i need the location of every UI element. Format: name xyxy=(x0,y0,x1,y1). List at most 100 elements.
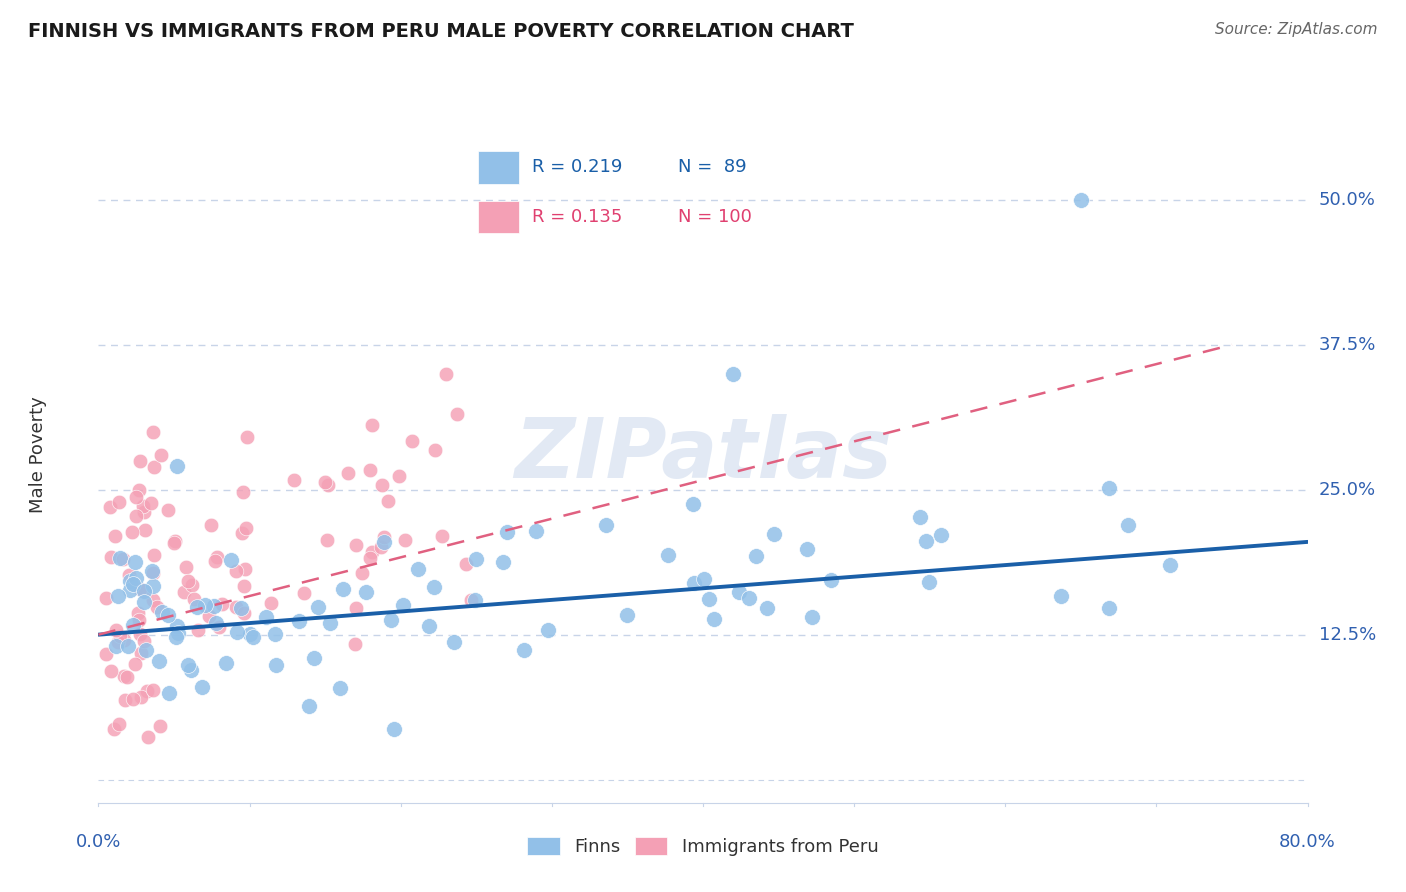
Point xyxy=(104,639,127,653)
Point xyxy=(205,615,228,630)
Point xyxy=(142,566,165,580)
Point xyxy=(232,606,254,620)
Point xyxy=(308,600,330,615)
Point xyxy=(124,556,146,570)
Point xyxy=(915,533,938,548)
Point xyxy=(264,658,287,673)
Point xyxy=(682,576,704,591)
Point xyxy=(108,550,131,565)
Point xyxy=(796,541,818,556)
Point xyxy=(354,585,377,599)
Point xyxy=(298,699,321,714)
Point xyxy=(361,417,384,432)
Point xyxy=(146,600,169,615)
Point xyxy=(443,635,465,649)
Point xyxy=(112,552,135,566)
Point xyxy=(177,657,200,672)
Point xyxy=(125,508,148,523)
Point xyxy=(107,634,129,648)
Text: 50.0%: 50.0% xyxy=(1319,191,1375,209)
Text: N = 100: N = 100 xyxy=(678,208,752,226)
FancyBboxPatch shape xyxy=(478,152,519,184)
Point xyxy=(1070,193,1092,207)
Point xyxy=(166,619,188,633)
Point xyxy=(727,584,749,599)
Point xyxy=(132,584,155,599)
Point xyxy=(703,612,725,626)
Point xyxy=(186,599,208,614)
Point xyxy=(211,597,233,611)
Point xyxy=(100,664,122,678)
Point xyxy=(595,518,617,533)
Point xyxy=(373,534,395,549)
Point xyxy=(103,529,125,543)
Point xyxy=(121,577,143,591)
Point xyxy=(129,627,152,641)
Point xyxy=(343,638,366,652)
Point xyxy=(302,651,325,665)
Point xyxy=(377,494,399,508)
Point xyxy=(1050,589,1073,603)
Point xyxy=(682,497,704,511)
Point xyxy=(142,548,165,562)
Point xyxy=(762,527,785,541)
Point xyxy=(202,599,225,614)
Point xyxy=(616,607,638,622)
Point xyxy=(756,601,779,615)
Point xyxy=(108,629,131,643)
Point xyxy=(235,430,257,444)
Point xyxy=(512,642,534,657)
Point xyxy=(114,693,136,707)
Point xyxy=(207,550,229,565)
Point xyxy=(142,425,165,439)
Point xyxy=(173,585,195,599)
Point xyxy=(131,499,153,513)
Point xyxy=(129,646,152,660)
Point xyxy=(1159,558,1181,572)
Point xyxy=(180,663,202,677)
Point xyxy=(263,626,285,640)
Point xyxy=(394,533,416,547)
Point xyxy=(288,614,311,628)
Point xyxy=(1116,518,1139,533)
Point xyxy=(190,680,212,694)
Point xyxy=(430,529,453,543)
Point xyxy=(142,683,165,698)
Text: 12.5%: 12.5% xyxy=(1319,625,1376,644)
Point xyxy=(371,478,394,492)
Point xyxy=(136,730,159,744)
Point xyxy=(96,647,118,661)
Point xyxy=(524,524,547,538)
Point xyxy=(460,593,482,607)
Point xyxy=(103,722,125,736)
Point xyxy=(373,530,395,544)
Point xyxy=(125,571,148,585)
Point xyxy=(359,463,381,477)
Point xyxy=(328,681,350,695)
Point xyxy=(388,469,411,483)
Point xyxy=(350,566,373,581)
Point xyxy=(721,367,744,381)
Point xyxy=(744,549,766,564)
Point xyxy=(156,502,179,516)
Point xyxy=(208,620,231,634)
Point xyxy=(820,573,842,587)
Point xyxy=(112,669,135,683)
Point xyxy=(344,601,367,615)
Point xyxy=(136,684,159,698)
Point xyxy=(156,608,179,623)
Point xyxy=(391,598,413,612)
Text: Source: ZipAtlas.com: Source: ZipAtlas.com xyxy=(1215,22,1378,37)
Point xyxy=(693,572,716,586)
Point xyxy=(165,630,187,644)
Point xyxy=(233,579,256,593)
Point xyxy=(108,494,131,508)
Point xyxy=(121,691,143,706)
Legend: Finns, Immigrants from Peru: Finns, Immigrants from Peru xyxy=(520,830,886,863)
Point xyxy=(187,623,209,637)
Point xyxy=(929,528,952,542)
Point xyxy=(115,670,138,684)
Point xyxy=(163,534,186,549)
Point xyxy=(231,525,253,540)
Point xyxy=(434,367,457,381)
